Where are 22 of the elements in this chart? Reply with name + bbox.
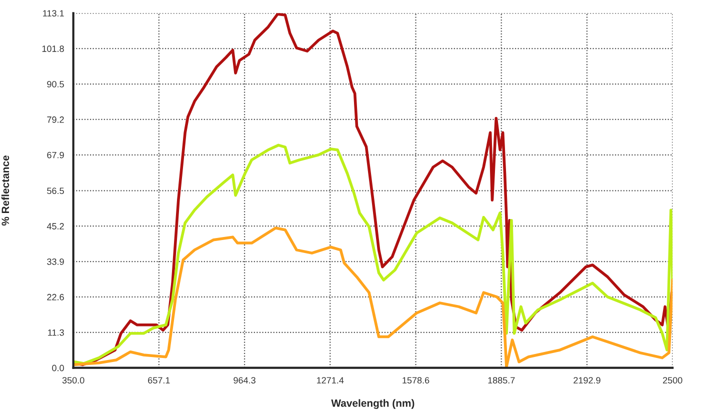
y-tick-label: 11.3: [48, 329, 64, 336]
y-axis-title: % Reflectance: [1, 156, 10, 226]
line-series: [73, 144, 673, 365]
x-tick-label: 657.1: [148, 377, 170, 384]
y-tick-label: 56.5: [47, 188, 64, 194]
y-tick-label: 45.2: [46, 223, 64, 230]
y-tick-label: 113.1: [43, 10, 64, 17]
x-tick-label: 1885.7: [488, 377, 515, 384]
y-tick-label: 79.2: [47, 116, 64, 123]
y-tick-label: 67.9: [47, 152, 64, 158]
x-tick-label: 1271.4: [317, 377, 344, 384]
y-tick-label: 0.0: [52, 364, 64, 372]
x-tick-label: 350.0: [62, 377, 84, 384]
y-tick-label: 22.6: [47, 294, 64, 300]
x-tick-label: 1578.6: [402, 377, 430, 384]
y-tick-label: 101.8: [42, 46, 64, 52]
x-tick-label: 2192.9: [574, 377, 600, 384]
y-tick-label: 90.5: [47, 80, 64, 88]
x-axis-title: Wavelength (nm): [331, 399, 414, 409]
x-tick-label: 2500: [662, 377, 682, 384]
y-tick-label: 33.9: [47, 258, 64, 265]
x-tick-label: 964.3: [234, 377, 256, 384]
